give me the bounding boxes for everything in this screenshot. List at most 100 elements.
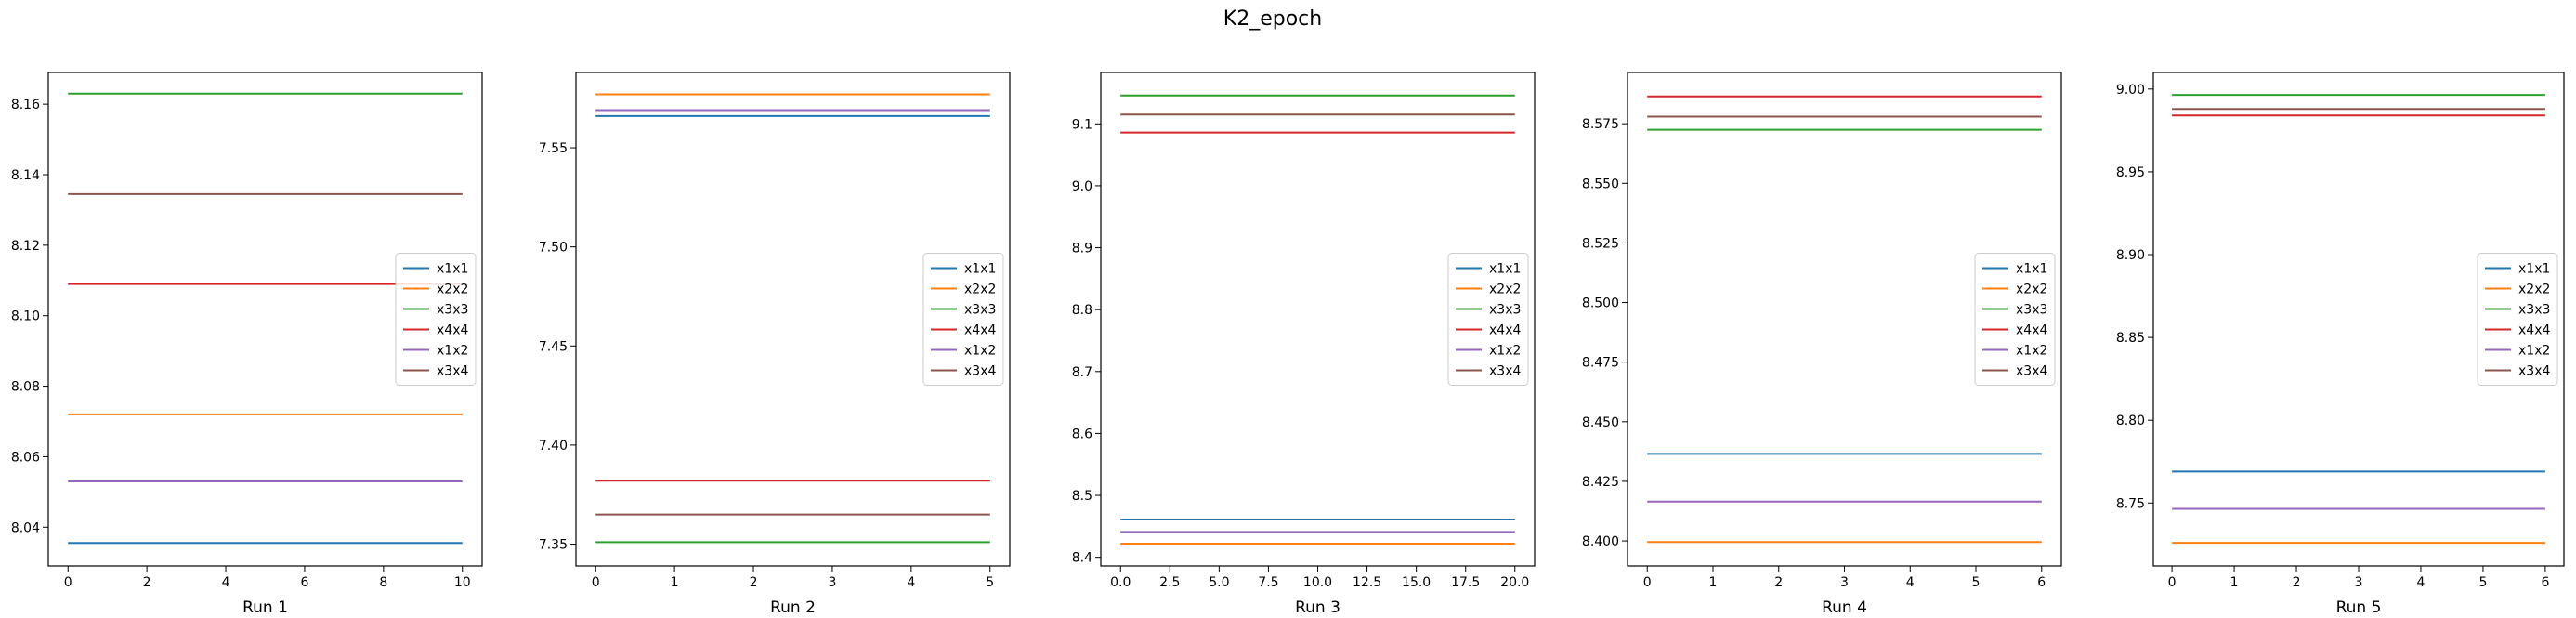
legend-label-x2x2: x2x2 [2016,283,2047,297]
legend-label-x1x2: x1x2 [964,344,996,359]
x-tick-label: 3 [828,575,836,590]
y-tick-label: 8.6 [1072,427,1092,441]
legend-label-x1x2: x1x2 [1489,344,1521,359]
y-tick-label: 8.85 [2116,331,2145,346]
x-tick-label: 0 [1643,575,1652,590]
x-tick-label: 0.0 [1110,575,1131,590]
y-tick-label: 8.75 [2116,496,2145,511]
y-tick-label: 7.55 [539,141,568,156]
legend-box [2477,253,2558,386]
legend-label-x1x2: x1x2 [2016,344,2047,359]
x-tick-label: 3 [2355,575,2363,590]
legend-label-x1x2: x1x2 [437,344,468,359]
y-tick-label: 8.500 [1582,296,1619,311]
x-tick-label: 10 [454,575,471,590]
x-axis-label: Run 3 [1295,598,1340,617]
legend-label-x4x4: x4x4 [1489,323,1521,338]
y-tick-label: 8.5 [1072,489,1092,504]
x-tick-label: 20.0 [1500,575,1529,590]
legend: x1x1 x2x2 x3x3 x4x4 x1x2 x3x4 [395,253,477,386]
y-tick-label: 9.00 [2116,83,2145,98]
y-tick-label: 7.40 [539,439,568,454]
x-tick-label: 2 [2293,575,2301,590]
x-tick-label: 0 [2168,575,2177,590]
y-tick-label: 8.95 [2116,165,2145,180]
legend-label-x3x3: x3x3 [437,303,468,318]
y-tick-label: 8.425 [1582,475,1619,490]
legend-label-x1x2: x1x2 [2518,344,2550,359]
y-tick-label: 7.50 [539,241,568,256]
x-tick-label: 12.5 [1353,575,1381,590]
legend-label-x3x3: x3x3 [964,303,996,318]
subplot-1: 0 2 4 6 8 10 8.04 8.06 8.08 8.10 8.12 8.14 8.16 Run 1… [11,72,483,617]
legend: x1x1 x2x2 x3x3 x4x4 x1x2 x3x4 [2477,253,2558,386]
y-tick-label: 8.12 [11,239,40,254]
legend-box [395,253,477,386]
legend-label-x3x4: x3x4 [2518,364,2550,379]
y-tick-label: 8.450 [1582,415,1619,430]
legend-label-x4x4: x4x4 [2016,323,2047,338]
axes-frame [47,72,483,567]
x-tick-label: 4 [1906,575,1915,590]
y-tick-label: 8.9 [1072,242,1092,256]
y-tick-label: 8.4 [1072,551,1092,566]
x-tick-label: 2 [1774,575,1783,590]
y-tick-label: 7.45 [539,339,568,354]
x-tick-label: 6 [2037,575,2046,590]
legend-label-x4x4: x4x4 [437,323,468,338]
x-tick-label: 2.5 [1159,575,1180,590]
legend: x1x1 x2x2 x3x3 x4x4 x1x2 x3x4 [922,253,1004,386]
x-tick-label: 2 [750,575,758,590]
x-tick-label: 10.0 [1303,575,1332,590]
legend-label-x3x3: x3x3 [1489,303,1521,318]
x-tick-label: 4 [222,575,230,590]
x-tick-label: 6 [300,575,308,590]
legend-label-x4x4: x4x4 [964,323,996,338]
y-tick-label: 8.04 [11,520,40,535]
legend-label-x2x2: x2x2 [1489,283,1521,297]
x-tick-label: 1 [1709,575,1718,590]
legend-box [1447,253,1529,386]
x-tick-label: 5 [2478,575,2487,590]
legend-label-x2x2: x2x2 [2518,283,2550,297]
legend: x1x1 x2x2 x3x3 x4x4 x1x2 x3x4 [1974,253,2056,386]
y-tick-label: 8.475 [1582,356,1619,371]
legend-box [1974,253,2056,386]
x-tick-label: 5 [986,575,994,590]
y-tick-label: 8.10 [11,309,40,324]
x-axis-label: Run 2 [770,598,816,617]
x-tick-label: 5.0 [1209,575,1229,590]
x-tick-label: 17.5 [1451,575,1480,590]
axes-frame [575,72,1011,567]
x-tick-label: 1 [671,575,679,590]
x-tick-label: 5 [1972,575,1981,590]
y-tick-label: 9.1 [1072,117,1092,132]
x-tick-label: 7.5 [1258,575,1278,590]
y-tick-label: 8.525 [1582,236,1619,251]
y-tick-label: 8.80 [2116,414,2145,428]
legend-label-x3x4: x3x4 [964,364,996,379]
legend: x1x1 x2x2 x3x3 x4x4 x1x2 x3x4 [1447,253,1529,386]
subplot-4: 0 1 2 3 4 5 6 8.400 8.425 8.450 8.475 8.500 8.525 8.5… [1582,72,2062,617]
legend-label-x3x4: x3x4 [437,364,468,379]
figure-title: K2_epoch [1223,7,1322,31]
x-tick-label: 0 [64,575,72,590]
x-tick-label: 2 [143,575,151,590]
legend-label-x3x4: x3x4 [2016,364,2047,379]
x-tick-label: 1 [2230,575,2239,590]
y-tick-label: 8.08 [11,380,40,395]
x-axis-label: Run 4 [1822,598,1867,617]
x-tick-label: 3 [1840,575,1849,590]
x-tick-label: 6 [2541,575,2549,590]
legend-label-x3x3: x3x3 [2518,303,2550,318]
legend-label-x4x4: x4x4 [2518,323,2550,338]
x-axis-label: Run 5 [2336,598,2382,617]
legend-label-x2x2: x2x2 [964,283,996,297]
x-tick-label: 0 [592,575,600,590]
x-axis-label: Run 1 [242,598,288,617]
legend-label-x1x1: x1x1 [2016,262,2047,277]
